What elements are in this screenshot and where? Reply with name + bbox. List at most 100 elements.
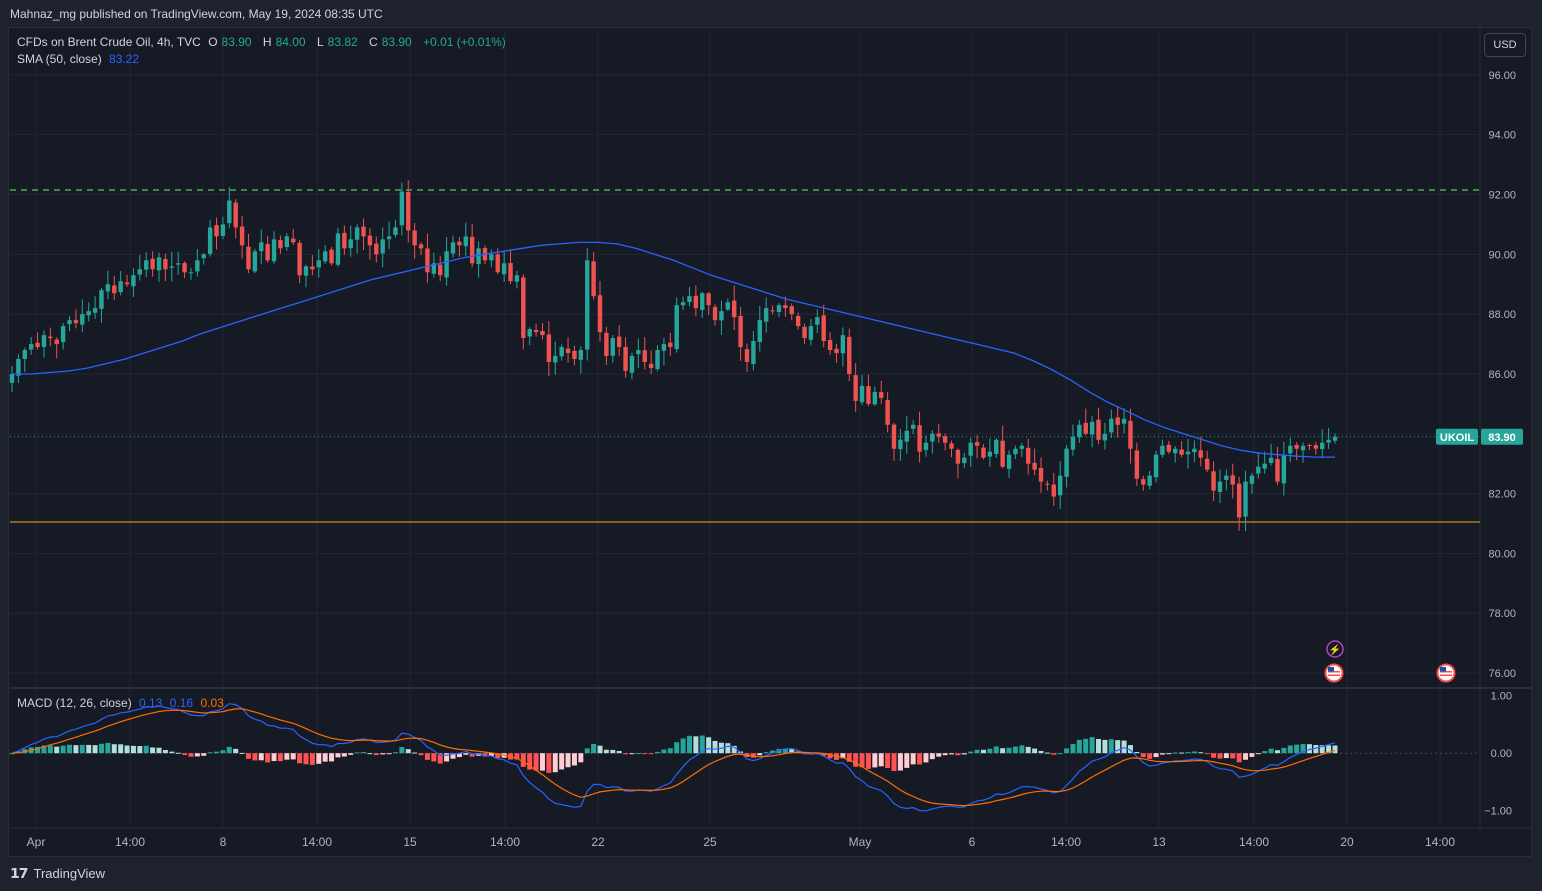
macd-histogram-bar <box>239 752 245 754</box>
macd-histogram-bar <box>661 749 667 754</box>
macd-histogram-bar <box>597 745 603 754</box>
macd-histogram-bar <box>750 753 756 758</box>
macd-histogram-bar <box>1230 753 1236 759</box>
macd-histogram-bar <box>245 753 251 759</box>
candle-body <box>623 346 628 371</box>
macd-histogram-bar <box>859 753 865 768</box>
close-value: 83.90 <box>381 35 412 49</box>
candle-body <box>1128 420 1133 449</box>
candle-body <box>271 239 277 262</box>
candle-body <box>815 317 820 325</box>
candle-body <box>1249 475 1255 484</box>
symbol-description: CFDs on Brent Crude Oil, 4h, TVC <box>17 35 201 49</box>
candle-body <box>361 226 366 237</box>
macd-histogram-bar <box>265 753 271 763</box>
candle-body <box>680 302 686 306</box>
macd-histogram-bar <box>731 745 737 754</box>
macd-histogram-bar <box>565 753 571 768</box>
macd-histogram-bar <box>399 747 405 754</box>
macd-histogram-bar <box>316 753 322 764</box>
candle-body <box>533 330 539 333</box>
candle-body <box>67 320 72 325</box>
candle-body <box>380 239 385 254</box>
candle-body <box>700 293 705 310</box>
macd-histogram-bar <box>1287 745 1293 754</box>
macd-histogram-bar <box>648 753 654 755</box>
candle-body <box>1236 483 1242 518</box>
candle-body <box>450 242 456 254</box>
macd-histogram-bar <box>220 750 226 754</box>
macd-histogram-bar <box>514 753 520 760</box>
candle-body <box>1038 467 1044 482</box>
candle-body <box>9 373 15 383</box>
sma-value: 83.22 <box>109 52 140 66</box>
x-tick-label: 14:00 <box>115 835 145 849</box>
macd-histogram-bar <box>629 753 635 755</box>
macd-histogram-bar <box>194 753 200 757</box>
macd-histogram-bar <box>1268 748 1274 754</box>
macd-histogram-bar <box>1159 753 1165 755</box>
candle-body <box>60 326 66 342</box>
lightning-event-icon[interactable] <box>1326 640 1344 658</box>
candle-body <box>425 248 430 273</box>
macd-histogram-bar <box>373 753 379 756</box>
candle-body <box>572 350 577 359</box>
macd-histogram-bar <box>1006 747 1012 754</box>
candle-body <box>616 336 622 348</box>
macd-histogram-bar <box>993 746 999 754</box>
x-tick-label: 14:00 <box>302 835 332 849</box>
candle-body <box>693 295 699 309</box>
x-tick-label: 13 <box>1152 835 1166 849</box>
footer: 𝟭𝟳 TradingView <box>10 865 105 882</box>
candle-body <box>1102 433 1108 441</box>
candle-body <box>917 425 922 452</box>
macd-histogram-bar <box>846 753 852 762</box>
macd-histogram-bar <box>156 747 162 754</box>
signal-line <box>11 708 1336 807</box>
y-tick-label: 92.00 <box>1488 190 1516 202</box>
currency-button[interactable]: USD <box>1484 33 1526 57</box>
macd-histogram-bar <box>1057 753 1063 755</box>
macd-histogram-bar <box>111 744 117 754</box>
candle-body <box>802 326 807 339</box>
macd-histogram-bar <box>386 753 392 755</box>
macd-histogram-bar <box>412 752 418 754</box>
candle-body <box>1121 418 1127 424</box>
candle-body <box>418 244 424 249</box>
macd-histogram-bar <box>680 738 686 754</box>
candle-body <box>1077 424 1082 438</box>
price-tag-symbol: UKOIL <box>1440 432 1475 444</box>
macd-histogram-bar <box>86 744 92 754</box>
candle-body <box>112 285 117 294</box>
candle-body <box>1026 447 1031 464</box>
macd-histogram-bar <box>437 753 443 764</box>
candle-body <box>150 258 155 270</box>
macd-histogram-bar <box>309 753 315 765</box>
y-tick-label: 76.00 <box>1488 668 1516 680</box>
candle-body <box>201 254 206 259</box>
macd-histogram-bar <box>92 745 98 754</box>
flag-stripe-icon <box>1440 671 1452 673</box>
chart-panel[interactable] <box>8 27 1532 857</box>
candle-body <box>175 263 181 265</box>
candle-body <box>1013 448 1018 455</box>
macd-histogram-bar <box>361 752 367 754</box>
macd-histogram-bar <box>974 749 980 754</box>
macd-histogram-bar <box>290 753 296 760</box>
x-tick-label: May <box>849 835 872 849</box>
candle-body <box>1096 419 1101 440</box>
macd-tick-label: 0.00 <box>1491 748 1512 760</box>
candle-body <box>591 261 596 297</box>
candle-body <box>559 347 564 357</box>
macd-histogram-bar <box>559 753 565 770</box>
macd-histogram-bar <box>226 746 232 754</box>
candle-body <box>910 424 916 429</box>
candle-body <box>259 242 264 252</box>
macd-histogram-bar <box>712 740 718 754</box>
candle-body <box>981 447 986 458</box>
candle-body <box>48 336 53 339</box>
x-tick-label: Apr <box>27 835 46 849</box>
macd-histogram-bar <box>770 750 776 754</box>
macd-histogram-bar <box>79 744 85 754</box>
